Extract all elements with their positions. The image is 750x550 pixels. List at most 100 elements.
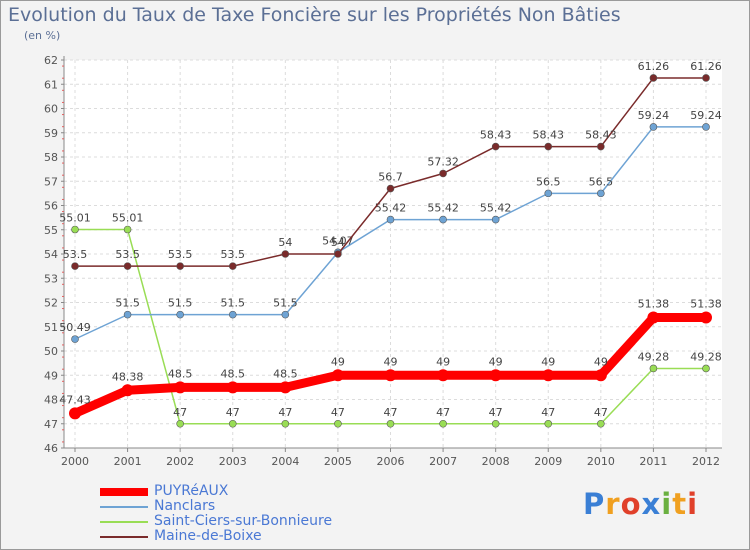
legend-item: PUYRéAUX [100,484,332,499]
x-tick-label: 2008 [482,455,510,468]
data-point [123,225,132,234]
data-point [176,262,184,270]
logo-letter: o [620,487,642,521]
data-point [649,74,658,82]
data-label: 53.5 [221,248,246,261]
data-label: 55.01 [59,212,91,225]
y-tick-label: 61 [44,78,58,91]
data-point [491,142,500,151]
data-point [69,407,81,420]
logo-letter: r [605,487,621,521]
legend-item: Saint-Ciers-sur-Bonnieure [100,514,332,529]
x-tick-label: 2006 [377,455,405,468]
data-label: 57.32 [427,155,459,168]
data-point [384,369,397,382]
proxiti-logo: Proxiti [583,487,698,521]
data-point [334,419,342,428]
y-tick-label: 51 [44,321,58,334]
legend-item: Maine-de-Boixe [100,529,332,544]
data-point [649,364,658,373]
data-label: 59.24 [638,109,670,122]
x-tick-label: 2003 [219,455,247,468]
data-point [176,419,184,428]
data-label: 53.5 [115,248,140,261]
x-tick-label: 2005 [324,455,352,468]
data-label: 48.5 [273,367,298,380]
data-point [437,369,450,382]
data-label: 47 [489,406,503,419]
data-label: 56.7 [378,171,403,184]
legend-swatch [100,535,148,538]
x-tick-label: 2001 [114,455,142,468]
chart-legend: PUYRéAUX Nanclars Saint-Ciers-sur-Bonnieur… [100,484,332,544]
y-tick-label: 57 [44,175,58,188]
chart-subtitle: (en %) [24,29,61,42]
data-label: 48.5 [168,367,193,380]
data-point [439,215,447,224]
data-label: 53.5 [168,248,193,261]
data-label: 47 [594,406,608,419]
data-point [489,369,502,382]
data-point [386,419,395,428]
data-point [331,369,344,382]
data-label: 51.38 [690,298,722,311]
y-tick-label: 54 [44,248,58,261]
data-point [71,262,79,270]
data-point [649,123,658,131]
data-point [491,419,500,428]
data-point [281,250,290,258]
data-point [594,369,607,382]
y-tick-label: 56 [44,200,58,213]
data-point [597,419,605,428]
data-point [647,311,660,324]
logo-letter: i [661,487,673,521]
data-label: 51.5 [168,297,193,310]
x-tick-label: 2011 [639,455,667,468]
data-point [176,310,184,319]
x-tick-label: 2012 [692,455,720,468]
x-tick-label: 2004 [271,455,299,468]
data-point [439,169,447,178]
data-point [597,189,605,198]
data-point [544,142,553,151]
data-point [228,310,237,319]
data-label: 49 [436,355,450,368]
data-label: 56.5 [536,175,561,188]
data-label: 51.38 [638,298,670,311]
data-label: 51.5 [221,297,246,310]
data-point [123,262,132,270]
logo-letter: t [672,487,688,521]
data-point [174,381,187,394]
data-label: 47.43 [59,393,91,406]
data-label: 47 [436,406,450,419]
y-tick-label: 49 [44,369,58,382]
data-point [544,419,553,428]
data-label: 58.43 [533,129,565,142]
y-tick-label: 46 [44,442,58,455]
legend-swatch [100,505,148,508]
data-point [71,335,79,343]
legend-label: PUYRéAUX [154,483,229,499]
data-label: 61.26 [638,60,670,73]
data-label: 49 [331,355,345,368]
legend-label: Nanclars [154,498,216,514]
data-point [386,184,395,193]
data-label: 55.01 [112,212,144,225]
data-point [386,215,395,224]
data-label: 47 [541,406,555,419]
data-label: 58.43 [480,129,512,142]
data-point [123,310,132,319]
data-label: 49.28 [638,350,670,363]
data-point [121,384,134,397]
data-label: 51.5 [273,297,298,310]
data-point [228,262,237,270]
data-point [702,123,710,131]
chart-title: Evolution du Taux de Taxe Foncière sur l… [8,4,621,26]
y-tick-label: 58 [44,151,58,164]
legend-label: Maine-de-Boixe [154,528,262,544]
x-tick-label: 2000 [61,455,89,468]
data-point [439,419,447,428]
data-label: 61.26 [690,60,722,73]
y-tick-label: 62 [44,54,58,67]
